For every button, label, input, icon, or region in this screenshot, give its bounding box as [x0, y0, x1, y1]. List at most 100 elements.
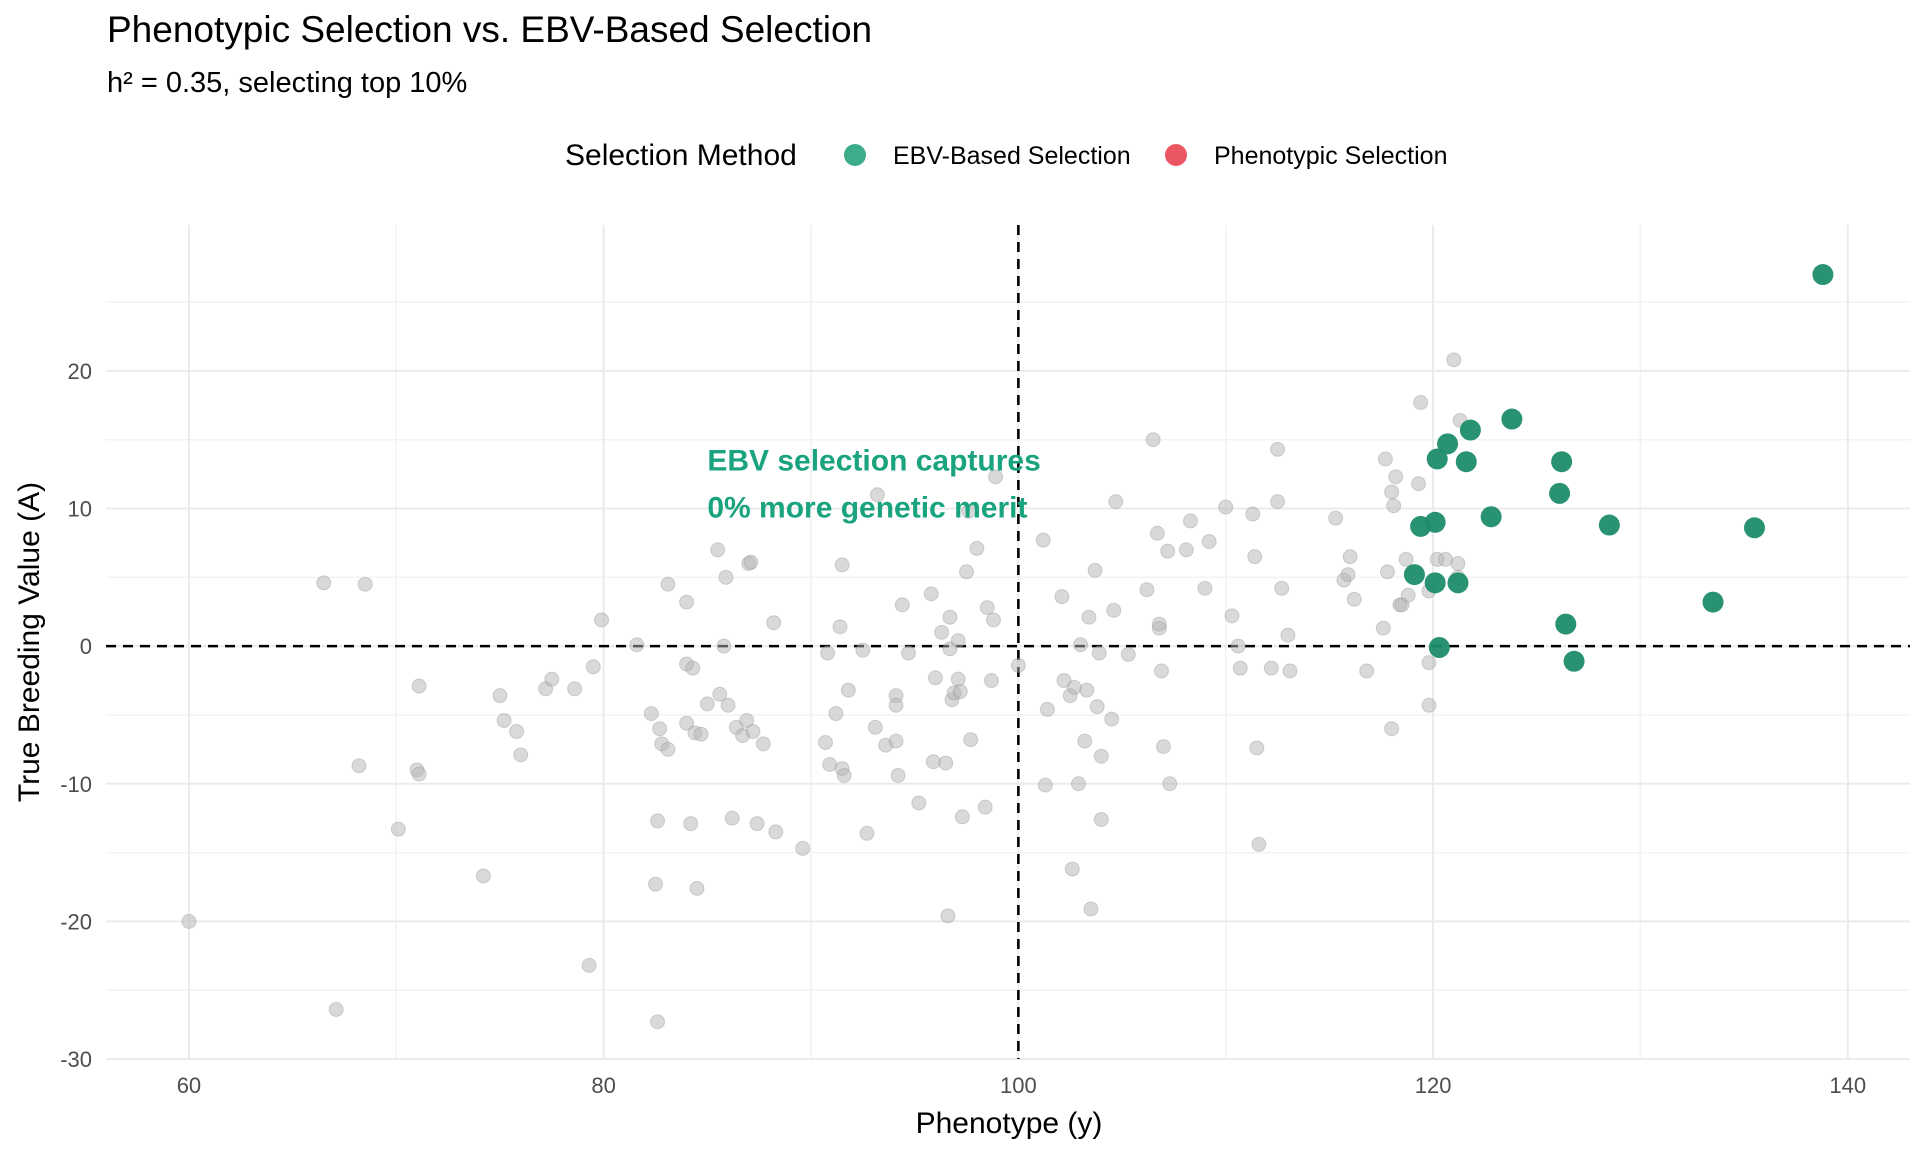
- data-point-unselected: [755, 736, 771, 752]
- data-point-unselected: [911, 795, 927, 811]
- data-point-ebv-selected: [1426, 448, 1448, 470]
- data-point-unselected: [822, 756, 838, 772]
- data-point-unselected: [647, 876, 663, 892]
- data-point-ebv-selected: [1447, 572, 1469, 594]
- data-point-unselected: [1066, 679, 1082, 695]
- data-point-unselected: [1232, 660, 1248, 676]
- data-point-unselected: [1077, 733, 1093, 749]
- data-point-unselected: [1346, 591, 1362, 607]
- data-point-unselected: [927, 670, 943, 686]
- y-tick-label: -30: [60, 1047, 92, 1072]
- reference-lines: [106, 225, 1910, 1059]
- data-point-unselected: [351, 758, 367, 774]
- data-point-unselected: [411, 766, 427, 782]
- legend-label-phenotypic: Phenotypic Selection: [1214, 142, 1447, 170]
- data-point-unselected: [567, 681, 583, 697]
- data-point-unselected: [1197, 580, 1213, 596]
- data-point-unselected: [983, 673, 999, 689]
- data-point-unselected: [855, 642, 871, 658]
- data-point-unselected: [1156, 739, 1172, 755]
- data-point-unselected: [840, 682, 856, 698]
- data-point-unselected: [969, 540, 985, 556]
- data-point-unselected: [950, 633, 966, 649]
- data-point-unselected: [1106, 602, 1122, 618]
- data-point-unselected: [660, 741, 676, 757]
- data-point-unselected: [1446, 352, 1462, 368]
- data-point-unselected: [1093, 812, 1109, 828]
- data-point-unselected: [834, 557, 850, 573]
- plot-grid: [106, 225, 1910, 1060]
- data-point-unselected: [950, 671, 966, 687]
- data-point-ebv-selected: [1501, 408, 1523, 430]
- data-point-ebv-selected: [1403, 564, 1425, 586]
- data-point-unselected: [1120, 646, 1136, 662]
- data-point-unselected: [328, 1001, 344, 1017]
- data-point-unselected: [718, 569, 734, 585]
- x-tick-label: 120: [1415, 1073, 1452, 1098]
- data-point-unselected: [961, 503, 977, 519]
- data-point-unselected: [894, 597, 910, 613]
- data-point-unselected: [1064, 861, 1080, 877]
- data-point-unselected: [768, 824, 784, 840]
- data-point-unselected: [660, 576, 676, 592]
- data-point-unselected: [1087, 562, 1103, 578]
- data-point-unselected: [390, 821, 406, 837]
- data-point-unselected: [979, 600, 995, 616]
- data-point-unselected: [1089, 699, 1105, 715]
- data-point-unselected: [954, 809, 970, 825]
- data-point-unselected: [963, 732, 979, 748]
- data-point-ebv-selected: [1480, 506, 1502, 528]
- data-point-unselected: [743, 554, 759, 570]
- data-point-ebv-selected: [1598, 514, 1620, 536]
- data-point-unselected: [475, 868, 491, 884]
- data-point-unselected: [650, 1014, 666, 1030]
- data-point-unselected: [869, 487, 885, 503]
- y-tick-label: -20: [60, 909, 92, 934]
- data-point-ebv-selected: [1743, 517, 1765, 539]
- data-point-unselected: [745, 723, 761, 739]
- data-point-unselected: [683, 816, 699, 832]
- data-point-unselected: [1230, 638, 1246, 654]
- data-point-unselected: [1245, 506, 1261, 522]
- data-point-unselected: [1091, 645, 1107, 661]
- legend-title: Selection Method: [565, 139, 797, 172]
- data-point-unselected: [679, 715, 695, 731]
- data-point-unselected: [1145, 432, 1161, 448]
- legend-key-phenotypic: [1165, 144, 1187, 166]
- data-point-unselected: [492, 688, 508, 704]
- data-point-unselected: [1274, 580, 1290, 596]
- data-point-unselected: [509, 723, 525, 739]
- data-point-unselected: [1247, 549, 1263, 565]
- data-point-unselected: [934, 624, 950, 640]
- data-point-unselected: [1160, 543, 1176, 559]
- data-point-unselected: [1153, 663, 1169, 679]
- x-tick-label: 80: [591, 1073, 615, 1098]
- data-point-unselected: [1056, 673, 1072, 689]
- data-point-unselected: [832, 619, 848, 635]
- data-point-unselected: [820, 645, 836, 661]
- data-point-unselected: [1151, 616, 1167, 632]
- data-point-unselected: [1104, 711, 1120, 727]
- data-point-ebv-selected: [1702, 591, 1724, 613]
- data-point-unselected: [693, 726, 709, 742]
- data-point-unselected: [1039, 701, 1055, 717]
- data-point-unselected: [1379, 564, 1395, 580]
- data-point-unselected: [724, 810, 740, 826]
- y-tick-label: 0: [80, 634, 92, 659]
- data-point-unselected: [1386, 498, 1402, 514]
- chart-subtitle: h² = 0.35, selecting top 10%: [107, 67, 467, 99]
- data-point-unselected: [766, 615, 782, 631]
- data-point-unselected: [940, 908, 956, 924]
- data-point-ebv-selected: [1437, 433, 1459, 455]
- data-point-unselected: [1438, 551, 1454, 567]
- data-point-unselected: [1400, 587, 1416, 603]
- data-point-unselected: [1218, 499, 1234, 515]
- data-point-unselected: [1282, 663, 1298, 679]
- data-point-unselected: [1081, 609, 1097, 625]
- data-point-unselected: [1421, 655, 1437, 671]
- data-point-ebv-selected: [1563, 650, 1585, 672]
- data-point-unselected: [1411, 476, 1427, 492]
- data-point-unselected: [1035, 532, 1051, 548]
- data-point-ebv-selected: [1551, 451, 1573, 473]
